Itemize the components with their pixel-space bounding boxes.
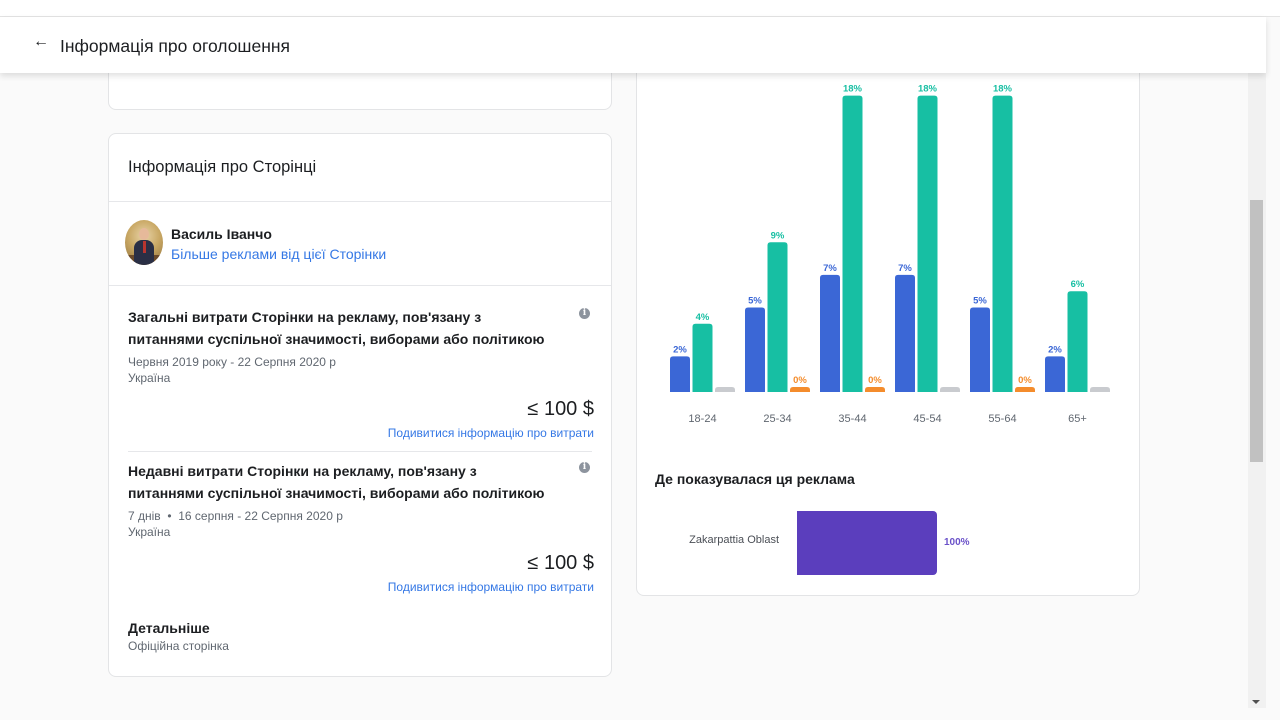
avatar[interactable]	[125, 220, 163, 265]
bar-series-blue	[970, 307, 990, 392]
bar-value-label: 2%	[673, 344, 687, 355]
x-tick-label: 65+	[1068, 413, 1087, 425]
spend-title: Недавні витрати Сторінки на рекламу, пов…	[128, 463, 545, 501]
recent-spend-section: Недавні витрати Сторінки на рекламу, пов…	[128, 460, 594, 600]
region-label: Zakarpattia Oblast	[689, 534, 779, 546]
x-tick-label: 55-64	[988, 413, 1016, 425]
spend-date-range: Червня 2019 року - 22 Серпня 2020 р	[128, 355, 336, 369]
more-ads-link[interactable]: Більше реклами від цієї Сторінки	[171, 246, 387, 262]
browser-top-strip	[0, 0, 1280, 17]
x-tick-label: 35-44	[838, 413, 866, 425]
bar-series-third	[940, 387, 960, 392]
bar-value-label: 7%	[898, 263, 912, 274]
info-icon[interactable]: i	[579, 462, 590, 473]
info-icon[interactable]: i	[579, 308, 590, 319]
bar-series-third	[865, 387, 885, 392]
details-subtitle: Офіційна сторінка	[128, 639, 229, 653]
bar-series-teal	[1067, 291, 1088, 392]
spend-title: Загальні витрати Сторінки на рекламу, по…	[128, 309, 545, 347]
bar-value-label: 5%	[973, 296, 987, 307]
divider	[128, 451, 592, 452]
total-spend-section: Загальні витрати Сторінки на рекламу, по…	[128, 306, 594, 446]
bar-value-label: 0%	[868, 375, 882, 386]
vertical-scrollbar[interactable]	[1248, 73, 1266, 708]
divider	[109, 285, 611, 286]
bar-value-label: 9%	[771, 230, 785, 241]
x-tick-label: 45-54	[913, 413, 941, 425]
spend-amount: ≤ 100 $	[527, 398, 594, 420]
page-header: ← Інформація про оголошення	[0, 17, 1266, 73]
demographics-card: 2% 4% 18-24 5% 9% 0% 25-34 7% 18% 0% 35-44 7% 18% 45-…	[636, 40, 1140, 596]
bar-series-third	[715, 387, 735, 392]
bar-series-teal	[692, 323, 713, 392]
bar-value-label: 18%	[993, 84, 1013, 95]
page-info-card: Інформація про Сторінці Василь Іванчо Бі…	[108, 133, 612, 677]
spend-info-link[interactable]: Подивитися інформацію про витрати	[387, 580, 594, 594]
bar-series-blue	[745, 307, 765, 392]
bar-value-label: 0%	[1018, 375, 1032, 386]
page-title: Інформація про оголошення	[60, 36, 291, 56]
bar-series-blue	[1045, 356, 1065, 392]
age-bar-chart: 2% 4% 18-24 5% 9% 0% 25-34 7% 18% 0% 35-44 7% 18% 45-…	[670, 84, 1110, 425]
arrow-left-icon[interactable]: ←	[33, 33, 49, 50]
x-tick-label: 18-24	[688, 413, 716, 425]
section-title: Інформація про Сторінці	[128, 158, 317, 176]
bar-series-blue	[895, 274, 915, 392]
bar-series-third	[1015, 387, 1035, 392]
region-bar	[797, 511, 937, 575]
bar-value-label: 4%	[696, 312, 710, 323]
spend-info-link[interactable]: Подивитися інформацію про витрати	[387, 426, 594, 440]
page-name[interactable]: Василь Іванчо	[171, 226, 272, 242]
bar-series-blue	[820, 274, 840, 392]
spend-country: Україна	[128, 525, 171, 539]
bar-series-teal	[992, 95, 1013, 392]
bar-series-third	[790, 387, 810, 392]
scroll-down-arrow-icon[interactable]	[1252, 700, 1260, 704]
bar-value-label: 7%	[823, 263, 837, 274]
x-tick-label: 25-34	[763, 413, 791, 425]
spend-amount: ≤ 100 $	[527, 552, 594, 574]
bar-value-label: 2%	[1048, 344, 1062, 355]
bar-value-label: 18%	[843, 84, 863, 95]
divider	[109, 201, 611, 202]
bar-series-blue	[670, 356, 690, 392]
details-section: Детальніше Офіційна сторінка	[128, 620, 229, 653]
region-title: Де показувалася ця реклама	[655, 471, 855, 487]
region-value-label: 100%	[944, 537, 970, 548]
bar-value-label: 18%	[918, 84, 938, 95]
bar-value-label: 5%	[748, 296, 762, 307]
bar-series-teal	[917, 95, 938, 392]
bar-series-teal	[767, 242, 788, 392]
scrollbar-thumb[interactable]	[1250, 200, 1263, 462]
spend-country: Україна	[128, 371, 171, 385]
details-title: Детальніше	[128, 620, 210, 636]
bar-value-label: 0%	[793, 375, 807, 386]
spend-date-range: 7 днів • 16 серпня - 22 Серпня 2020 р	[128, 509, 343, 523]
bar-value-label: 6%	[1071, 279, 1085, 290]
bar-series-teal	[842, 95, 863, 392]
bar-series-third	[1090, 387, 1110, 392]
